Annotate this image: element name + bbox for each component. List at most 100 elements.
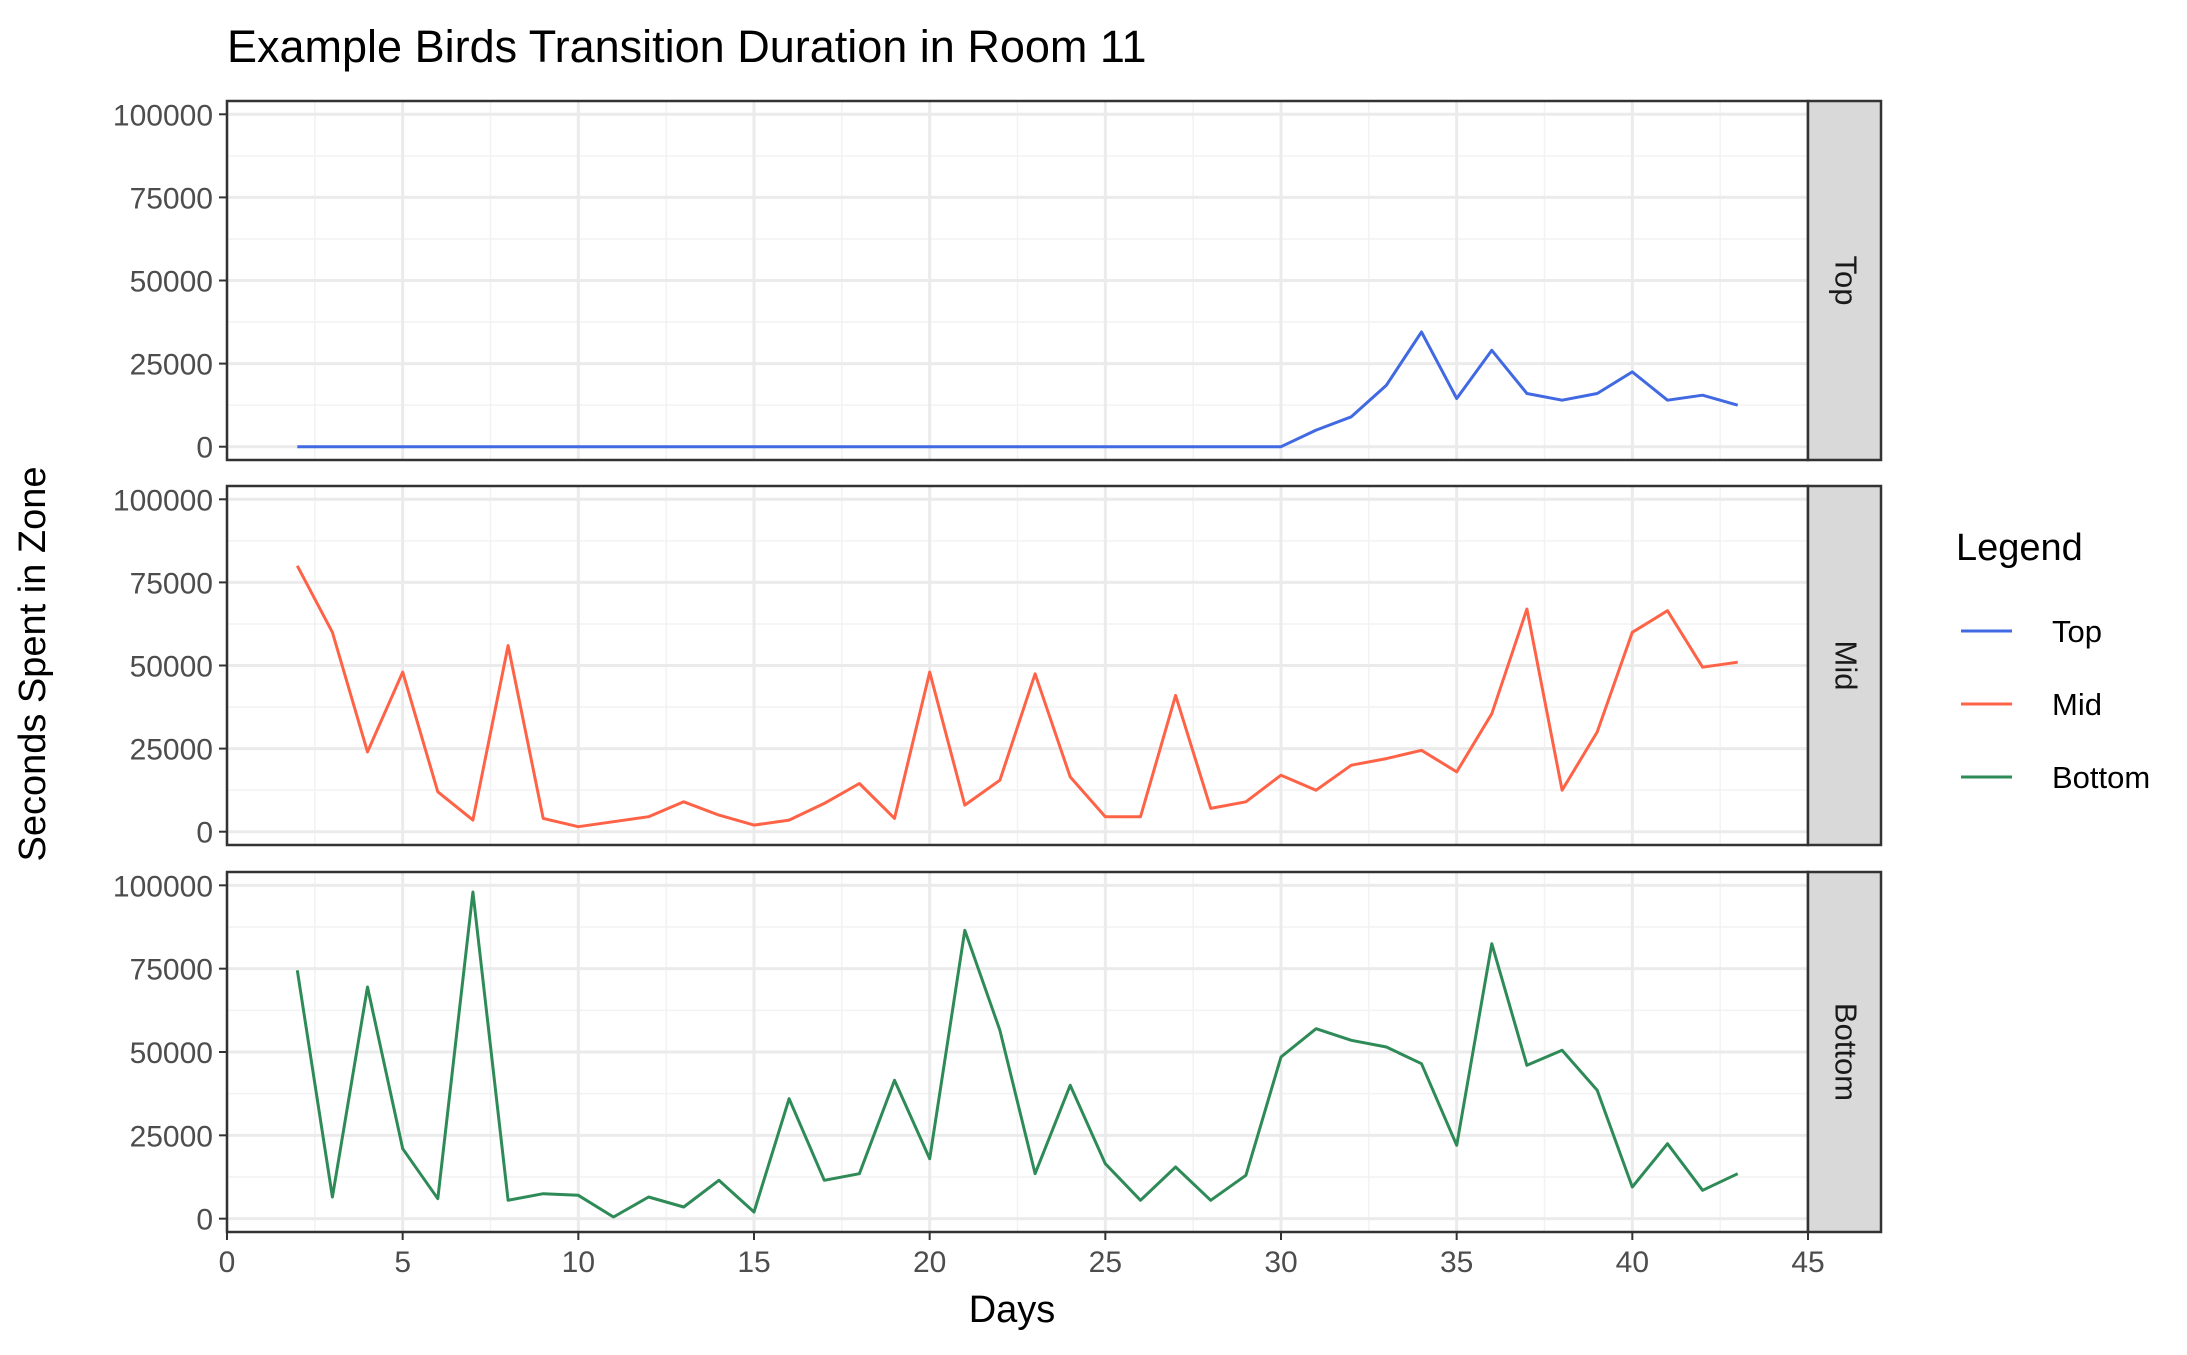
data-point-mid bbox=[1595, 730, 1599, 734]
data-point-top bbox=[541, 445, 545, 449]
y-tick-label: 0 bbox=[196, 1204, 213, 1237]
data-point-top bbox=[893, 445, 897, 449]
data-point-top bbox=[787, 445, 791, 449]
y-tick-label: 100000 bbox=[113, 870, 213, 903]
data-point-bottom bbox=[1349, 1038, 1353, 1042]
data-point-mid bbox=[822, 801, 826, 805]
data-point-mid bbox=[928, 670, 932, 674]
y-tick-label: 0 bbox=[196, 817, 213, 850]
data-point-top bbox=[647, 445, 651, 449]
data-point-top bbox=[1490, 348, 1494, 352]
data-point-top bbox=[1455, 397, 1459, 401]
data-point-top bbox=[1665, 398, 1669, 402]
data-point-bottom bbox=[1279, 1055, 1283, 1059]
data-point-top bbox=[611, 445, 615, 449]
data-point-top bbox=[752, 445, 756, 449]
data-point-bottom bbox=[1595, 1088, 1599, 1092]
data-point-top bbox=[1244, 445, 1248, 449]
x-tick-label: 35 bbox=[1440, 1246, 1473, 1279]
x-tick-label: 45 bbox=[1791, 1246, 1824, 1279]
data-point-top bbox=[1349, 415, 1353, 419]
data-point-mid bbox=[366, 750, 370, 754]
series-line-mid bbox=[295, 565, 1738, 829]
data-point-mid bbox=[647, 815, 651, 819]
data-point-bottom bbox=[295, 968, 299, 972]
data-point-mid bbox=[857, 782, 861, 786]
y-tick-label: 25000 bbox=[130, 734, 213, 767]
data-point-bottom bbox=[1420, 1062, 1424, 1066]
panel-top: 0 25000 50000 75000 100000 Top bbox=[113, 99, 1883, 465]
data-point-mid bbox=[1736, 660, 1740, 664]
series-line-bottom bbox=[295, 890, 1739, 1219]
data-point-mid bbox=[893, 816, 897, 820]
data-point-mid bbox=[1314, 788, 1318, 792]
facet-strip-label: Mid bbox=[1829, 641, 1864, 691]
data-point-mid bbox=[1138, 815, 1142, 819]
data-point-top bbox=[1595, 392, 1599, 396]
data-point-mid bbox=[1103, 815, 1107, 819]
data-point-bottom bbox=[1068, 1083, 1072, 1087]
facet-strip bbox=[1806, 99, 1883, 462]
x-tick-label: 5 bbox=[394, 1246, 411, 1279]
data-point-top bbox=[1174, 445, 1178, 449]
data-point-top bbox=[471, 445, 475, 449]
data-point-bottom bbox=[1174, 1165, 1178, 1169]
data-point-mid bbox=[717, 813, 721, 817]
y-tick-label: 25000 bbox=[130, 1120, 213, 1153]
data-point-mid bbox=[295, 564, 299, 568]
data-point-bottom bbox=[928, 1157, 932, 1161]
data-point-mid bbox=[1384, 757, 1388, 761]
x-axis-title: Days bbox=[969, 1289, 1056, 1331]
data-point-mid bbox=[1174, 693, 1178, 697]
y-tick-label: 75000 bbox=[130, 954, 213, 987]
data-point-mid bbox=[330, 630, 334, 634]
data-point-top bbox=[822, 445, 826, 449]
data-point-mid bbox=[576, 825, 580, 829]
data-point-bottom bbox=[963, 928, 967, 932]
data-point-mid bbox=[1420, 748, 1424, 752]
x-tick-label: 25 bbox=[1089, 1246, 1122, 1279]
data-point-bottom bbox=[1455, 1143, 1459, 1147]
data-point-mid bbox=[1279, 773, 1283, 777]
data-point-mid bbox=[506, 644, 510, 648]
data-point-mid bbox=[1209, 806, 1213, 810]
facet-strip-label: Bottom bbox=[1829, 1003, 1864, 1101]
data-point-bottom bbox=[822, 1178, 826, 1182]
y-tick-label: 75000 bbox=[130, 567, 213, 600]
data-point-bottom bbox=[1138, 1198, 1142, 1202]
data-point-top bbox=[998, 445, 1002, 449]
data-point-top bbox=[1384, 383, 1388, 387]
data-point-mid bbox=[1244, 800, 1248, 804]
data-point-top bbox=[928, 445, 932, 449]
data-point-top bbox=[717, 445, 721, 449]
data-point-mid bbox=[752, 823, 756, 827]
data-point-top bbox=[1209, 445, 1213, 449]
data-point-mid bbox=[787, 818, 791, 822]
data-point-mid bbox=[1068, 775, 1072, 779]
data-point-mid bbox=[1490, 712, 1494, 716]
x-tick-label: 10 bbox=[562, 1246, 595, 1279]
x-axis: 0 5 10 15 20 25 30 35 40 45 bbox=[219, 1232, 1825, 1279]
data-point-bottom bbox=[366, 985, 370, 989]
chart-title: Example Birds Transition Duration in Roo… bbox=[227, 21, 1147, 72]
y-tick-label: 100000 bbox=[113, 484, 213, 517]
data-point-bottom bbox=[752, 1210, 756, 1214]
panel-mid: 0 25000 50000 75000 100000 Mid bbox=[113, 484, 1883, 850]
y-tick-label: 75000 bbox=[130, 182, 213, 215]
data-point-mid bbox=[1701, 665, 1705, 669]
data-point-bottom bbox=[436, 1197, 440, 1201]
data-point-bottom bbox=[1630, 1185, 1634, 1189]
data-point-mid bbox=[436, 790, 440, 794]
facet-strip bbox=[1806, 484, 1883, 847]
data-point-bottom bbox=[717, 1178, 721, 1182]
data-point-mid bbox=[1560, 788, 1564, 792]
legend-label-bottom: Bottom bbox=[2052, 760, 2150, 795]
data-point-bottom bbox=[998, 1028, 1002, 1032]
data-point-bottom bbox=[682, 1205, 686, 1209]
data-point-top bbox=[1420, 330, 1424, 334]
data-point-top bbox=[857, 445, 861, 449]
facet-strip bbox=[1806, 870, 1883, 1234]
data-point-top bbox=[401, 445, 405, 449]
data-point-bottom bbox=[1033, 1172, 1037, 1176]
data-point-bottom bbox=[611, 1215, 615, 1219]
